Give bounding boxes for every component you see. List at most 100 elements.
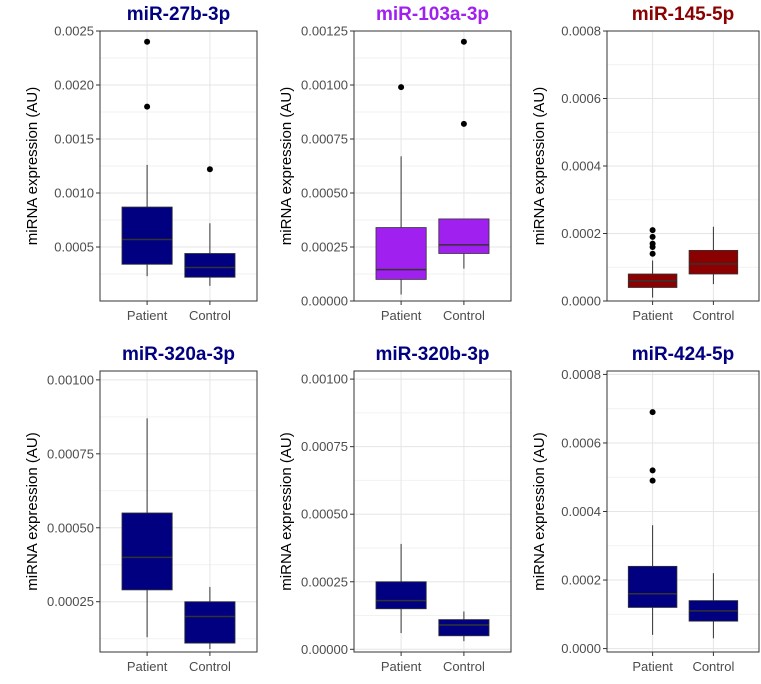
x-tick-label: Control xyxy=(189,308,231,323)
y-tick-label: 0.0006 xyxy=(561,91,601,106)
box-control xyxy=(688,226,739,285)
y-tick-label: 0.0025 xyxy=(54,24,94,39)
y-tick-label: 0.0008 xyxy=(561,24,601,39)
x-tick-label: Patient xyxy=(632,659,673,674)
y-tick-label: 0.0006 xyxy=(561,435,601,450)
chart-title: miR-320b-3p xyxy=(375,344,489,365)
y-tick-label: 0.0000 xyxy=(561,294,601,309)
chart-title: miR-320a-3p xyxy=(122,344,235,365)
y-tick-label: 0.00100 xyxy=(47,372,94,387)
chart-title: miR-27b-3p xyxy=(127,4,230,25)
outlier-point xyxy=(649,250,656,257)
box-control xyxy=(688,573,739,639)
y-tick-label: 0.0004 xyxy=(561,159,601,174)
x-tick-label: Control xyxy=(692,308,734,323)
y-tick-label: 0.00100 xyxy=(301,372,348,387)
chart-panel-4: 0.00025 0.00050 0.00075 0.00100 Patient Contr… xyxy=(24,344,258,674)
box-iqr xyxy=(375,581,427,610)
y-tick-label: 0.0000 xyxy=(561,641,601,656)
box-patient xyxy=(627,409,678,635)
y-tick-label: 0.0008 xyxy=(561,367,601,382)
x-tick-label: Patient xyxy=(381,308,422,323)
box-iqr xyxy=(184,253,236,278)
chart-panel-3: 0.0000 0.0002 0.0004 0.0006 0.0008 Patient Con… xyxy=(531,4,760,323)
box-iqr xyxy=(438,218,490,254)
y-tick-label: 0.0015 xyxy=(54,132,94,147)
y-tick-label: 0.00050 xyxy=(47,520,94,535)
chart-title: miR-103a-3p xyxy=(376,4,489,25)
outlier-point xyxy=(649,233,656,240)
box-control xyxy=(184,166,236,286)
box-iqr xyxy=(121,512,173,591)
x-tick-label: Control xyxy=(189,659,231,674)
box-control xyxy=(438,38,490,269)
x-tick-label: Patient xyxy=(381,659,422,674)
box-patient xyxy=(627,227,678,298)
panel-border xyxy=(99,30,258,302)
box-iqr xyxy=(688,249,739,275)
chart-panel-2: 0.00000 0.00025 0.00050 0.00075 0.00100 0.001… xyxy=(278,4,512,323)
outlier-point xyxy=(649,240,656,247)
outlier-point xyxy=(144,103,151,110)
outlier-point xyxy=(649,477,656,484)
y-axis-label: miRNA expression (AU) xyxy=(531,87,548,245)
y-tick-label: 0.00025 xyxy=(301,574,348,589)
box-iqr xyxy=(438,619,490,637)
y-tick-label: 0.00075 xyxy=(301,132,348,147)
box-patient xyxy=(121,418,173,638)
chart-title: miR-145-5p xyxy=(632,4,734,25)
y-axis-label: miRNA expression (AU) xyxy=(24,87,41,245)
outlier-point xyxy=(144,38,151,45)
outlier-point xyxy=(649,467,656,474)
y-tick-label: 0.00125 xyxy=(301,24,348,39)
x-tick-label: Patient xyxy=(632,308,673,323)
y-tick-label: 0.00000 xyxy=(301,642,348,657)
y-tick-label: 0.00000 xyxy=(301,294,348,309)
panel-border xyxy=(353,370,512,653)
y-axis-label: miRNA expression (AU) xyxy=(278,87,295,245)
y-tick-label: 0.00100 xyxy=(301,78,348,93)
chart-panel-5: 0.00000 0.00025 0.00050 0.00075 0.00100 Patie… xyxy=(278,344,512,674)
box-patient xyxy=(375,543,427,634)
x-tick-label: Control xyxy=(443,308,485,323)
outlier-point xyxy=(460,120,467,127)
y-tick-label: 0.00075 xyxy=(47,446,94,461)
box-control xyxy=(438,611,490,642)
y-tick-label: 0.00050 xyxy=(301,186,348,201)
outlier-point xyxy=(649,409,656,416)
x-tick-label: Patient xyxy=(127,308,168,323)
outlier-point xyxy=(206,166,213,173)
x-tick-label: Control xyxy=(443,659,485,674)
outlier-point xyxy=(460,38,467,45)
box-iqr xyxy=(121,206,173,265)
box-iqr xyxy=(184,601,236,644)
panel-border xyxy=(353,30,512,302)
box-control xyxy=(184,586,236,650)
x-tick-label: Control xyxy=(692,659,734,674)
y-tick-label: 0.00025 xyxy=(47,594,94,609)
box-iqr xyxy=(627,565,678,608)
y-tick-label: 0.00025 xyxy=(301,240,348,255)
chart-title: miR-424-5p xyxy=(632,344,734,365)
x-tick-label: Patient xyxy=(127,659,168,674)
y-axis-label: miRNA expression (AU) xyxy=(531,432,548,590)
panel-border xyxy=(99,370,258,653)
chart-panel-1: 0.0005 0.0010 0.0015 0.0020 0.0025 Patient Con… xyxy=(24,4,258,323)
y-tick-label: 0.0002 xyxy=(561,226,601,241)
y-tick-label: 0.0020 xyxy=(54,78,94,93)
y-axis-label: miRNA expression (AU) xyxy=(278,432,295,590)
y-tick-label: 0.00075 xyxy=(301,439,348,454)
box-patient xyxy=(375,84,427,295)
outlier-point xyxy=(398,84,405,91)
box-iqr xyxy=(375,227,427,280)
y-tick-label: 0.0002 xyxy=(561,573,601,588)
y-axis-label: miRNA expression (AU) xyxy=(24,432,41,590)
outlier-point xyxy=(649,227,656,234)
chart-panel-6: 0.0000 0.0002 0.0004 0.0006 0.0008 Patient Con… xyxy=(531,344,760,674)
y-tick-label: 0.0010 xyxy=(54,186,94,201)
y-tick-label: 0.0004 xyxy=(561,504,601,519)
y-tick-label: 0.0005 xyxy=(54,240,94,255)
box-patient xyxy=(121,38,173,277)
y-tick-label: 0.00050 xyxy=(301,507,348,522)
